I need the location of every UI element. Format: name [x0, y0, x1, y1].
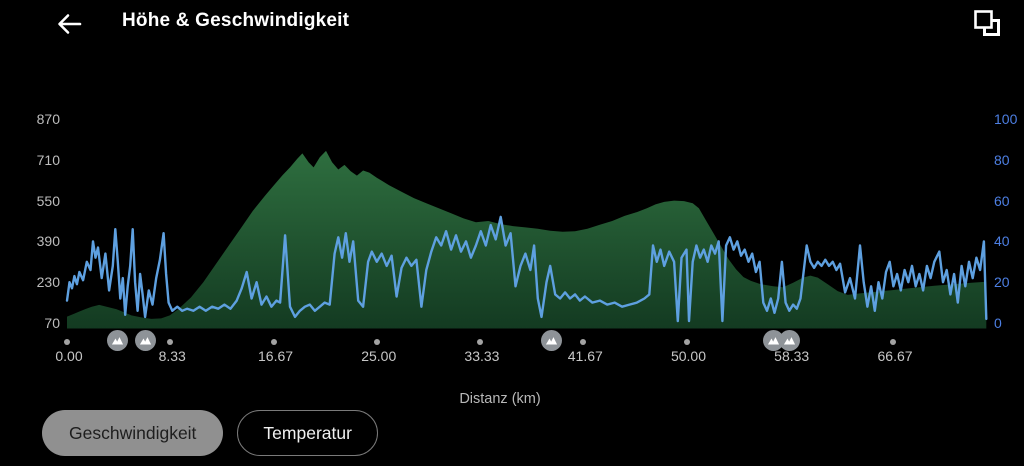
x-tick-dot: [167, 339, 174, 345]
speed-line: [65, 215, 988, 323]
mountain-marker-icon: [762, 330, 784, 351]
x-tick-dot: [64, 339, 70, 345]
y-right-tick-label: 40: [994, 233, 1010, 250]
y-left-tick-label: 230: [36, 274, 60, 291]
elevation-area: [67, 150, 987, 329]
x-tick-label: 50.00: [670, 348, 707, 364]
x-tick-label: 25.00: [361, 348, 397, 364]
x-tick-dot: [580, 339, 587, 345]
temperature-toggle-button[interactable]: Temperatur: [237, 410, 378, 456]
y-left-tick-label: 710: [36, 151, 60, 168]
back-arrow-icon: [58, 14, 82, 34]
x-tick-label: 41.67: [567, 348, 603, 364]
x-tick-label: 16.67: [258, 348, 294, 364]
x-tick-dot: [270, 339, 277, 345]
app-header: Höhe & Geschwindigkeit: [0, 0, 1024, 48]
mountain-marker-icon: [134, 330, 156, 351]
overlay-toggle-group: Geschwindigkeit Temperatur: [42, 410, 378, 456]
y-right-tick-label: 20: [994, 274, 1010, 291]
x-tick-dot: [373, 339, 380, 345]
y-right-tick-label: 100: [994, 111, 1018, 127]
y-left-tick-label: 870: [36, 111, 60, 127]
x-tick-label: 0.00: [55, 348, 83, 364]
x-tick-dot: [476, 339, 483, 345]
x-tick-dot: [683, 339, 690, 345]
page-title: Höhe & Geschwindigkeit: [122, 10, 350, 31]
mountain-marker-icon: [779, 330, 801, 351]
x-axis-title: Distanz (km): [459, 391, 541, 407]
mountain-marker-icon: [540, 330, 562, 351]
y-right-tick-label: 0: [994, 315, 1002, 331]
speed-toggle-button[interactable]: Geschwindigkeit: [42, 410, 224, 456]
y-right-tick-label: 80: [994, 151, 1010, 168]
y-left-tick-label: 390: [36, 233, 60, 250]
x-tick-label: 58.33: [774, 348, 810, 364]
y-left-tick-label: 550: [36, 192, 60, 209]
x-tick-dot: [890, 339, 897, 345]
x-tick-label: 8.33: [158, 348, 186, 364]
back-button[interactable]: [50, 6, 88, 42]
expand-chart-icon[interactable]: [972, 8, 1004, 40]
y-right-tick-label: 60: [994, 192, 1010, 209]
x-tick-label: 66.67: [877, 348, 913, 364]
mountain-marker-icon: [107, 330, 129, 351]
overlapping-squares-glyph: [974, 10, 1000, 36]
x-tick-label: 33.33: [464, 348, 500, 364]
y-left-tick-label: 70: [44, 315, 60, 331]
